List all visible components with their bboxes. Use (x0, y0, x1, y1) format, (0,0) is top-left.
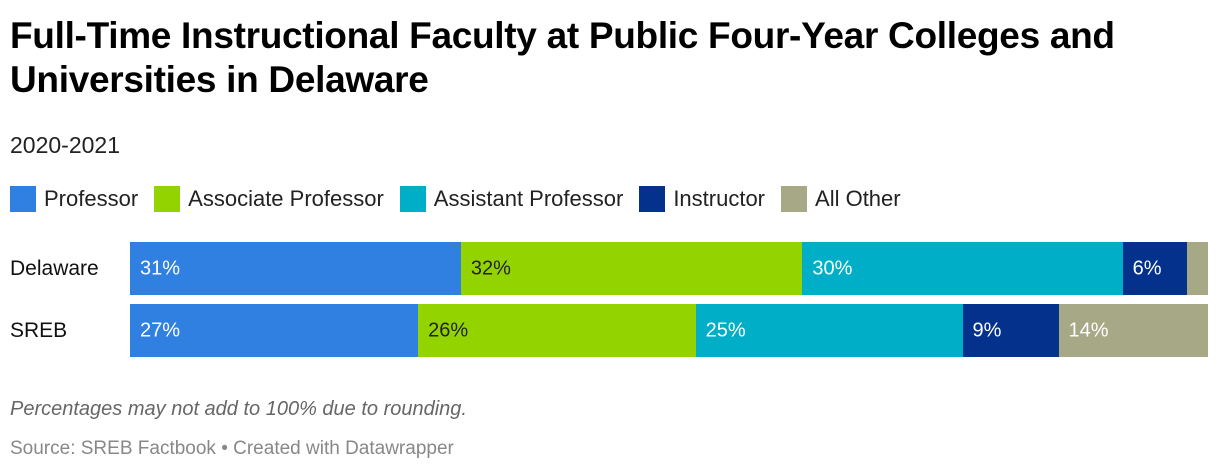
category-label: SREB (10, 319, 68, 342)
bar-segment: 30% (802, 242, 1123, 295)
bar-row: 31% 32% 30% 6% (130, 242, 1208, 295)
legend-item: Associate Professor (154, 186, 384, 212)
category-label: Delaware (10, 257, 99, 280)
bar-segment: 27% (130, 304, 419, 357)
legend-swatch (10, 186, 36, 212)
bar-segment: 9% (962, 304, 1059, 357)
bar-segment: 14% (1058, 304, 1208, 357)
legend-item: Assistant Professor (399, 186, 624, 212)
legend-item: Professor (10, 186, 138, 212)
legend-label: All Other (815, 186, 901, 211)
data-label: 26% (428, 319, 469, 341)
chart-subtitle: 2020-2021 (10, 132, 120, 158)
legend-label: Instructor (673, 186, 766, 211)
legend-item: All Other (781, 186, 901, 212)
bar-segment: 25% (695, 304, 963, 357)
bar-segment: 6% (1122, 242, 1187, 295)
legend-label: Assistant Professor (433, 186, 624, 211)
legend-label: Professor (44, 186, 139, 211)
bar-segment: 32% (460, 242, 803, 295)
chart-source: Source: SREB Factbook • Created with Dat… (10, 438, 454, 459)
legend-swatch (639, 186, 666, 212)
data-label: 14% (1068, 319, 1109, 341)
chart-legend: Professor Associate Professor Assistant Pr… (10, 186, 917, 212)
bar-segment: 26% (418, 304, 696, 357)
legend-swatch (781, 186, 808, 212)
bar-segment: 31% (130, 242, 461, 295)
chart-note: Percentages may not add to 100% due to r… (10, 398, 467, 420)
data-label: 6% (1132, 257, 1162, 279)
bar-row: 27% 26% 25% 9% 14% (130, 304, 1208, 357)
chart-title: Full-Time Instructional Faculty at Publi… (10, 15, 1115, 100)
data-label: 31% (140, 257, 181, 279)
bar-segment (1186, 242, 1208, 295)
legend-label: Associate Professor (188, 186, 384, 211)
legend-swatch (399, 186, 426, 212)
legend-item: Instructor (639, 186, 765, 212)
data-label: 32% (470, 257, 511, 279)
data-label: 25% (705, 319, 746, 341)
data-label: 30% (812, 257, 853, 279)
data-label: 9% (972, 319, 1002, 341)
data-label: 27% (140, 319, 181, 341)
legend-swatch (154, 186, 181, 212)
